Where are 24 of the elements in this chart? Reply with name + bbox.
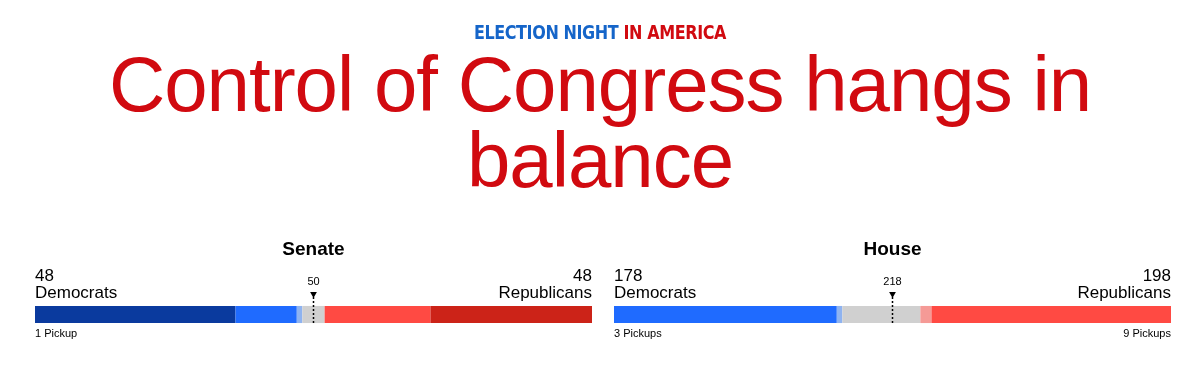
bar	[35, 305, 236, 324]
text: Republicans	[498, 283, 592, 302]
text: 48	[573, 266, 592, 285]
bar	[324, 305, 431, 324]
chart-title: Senate	[282, 238, 345, 259]
text: 48	[35, 266, 54, 285]
bar	[931, 305, 1171, 324]
bar	[235, 305, 297, 324]
text: 218	[883, 275, 902, 287]
bar	[920, 305, 932, 324]
bar	[430, 305, 592, 324]
text: 3 Pickups	[614, 327, 663, 339]
text: 198	[1142, 266, 1171, 285]
text: Democrats	[614, 283, 697, 302]
text: 9 Pickups	[1123, 327, 1172, 339]
ref-line-label: 50	[307, 275, 320, 287]
text: Republicans	[1077, 283, 1171, 302]
text: 178	[614, 266, 643, 285]
text: Democrats	[35, 283, 118, 302]
text: 1 Pickup	[35, 327, 78, 339]
bar	[842, 305, 921, 324]
chart-title: House	[863, 238, 922, 259]
bar	[614, 305, 837, 324]
bar	[302, 305, 325, 324]
